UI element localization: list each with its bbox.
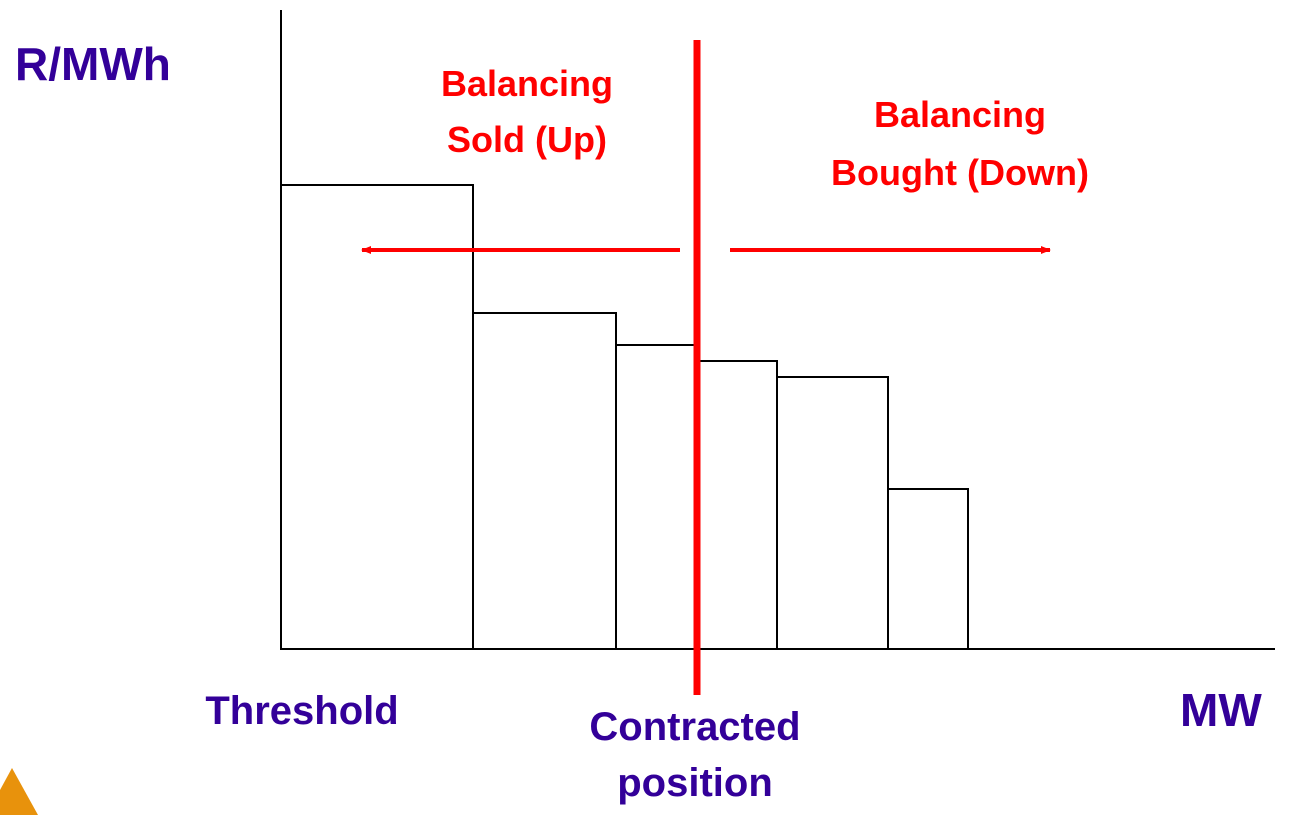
block bbox=[887, 488, 969, 650]
merit-order-blocks bbox=[280, 184, 969, 650]
block bbox=[615, 344, 698, 650]
contracted-label: Contracted bbox=[589, 705, 800, 749]
block bbox=[696, 360, 778, 650]
threshold-label: Threshold bbox=[205, 689, 398, 733]
corner-logo bbox=[0, 768, 38, 815]
block bbox=[280, 184, 474, 650]
block bbox=[776, 376, 889, 650]
x-axis-label: MW bbox=[1180, 684, 1262, 736]
contracted-label: position bbox=[617, 761, 773, 805]
block bbox=[472, 312, 617, 650]
sold-label: Balancing bbox=[441, 63, 613, 104]
sold-label: Sold (Up) bbox=[447, 119, 607, 160]
bought-label: Balancing bbox=[874, 94, 1046, 135]
bought-label: Bought (Down) bbox=[831, 152, 1089, 193]
y-axis-label: R/MWh bbox=[15, 38, 171, 90]
